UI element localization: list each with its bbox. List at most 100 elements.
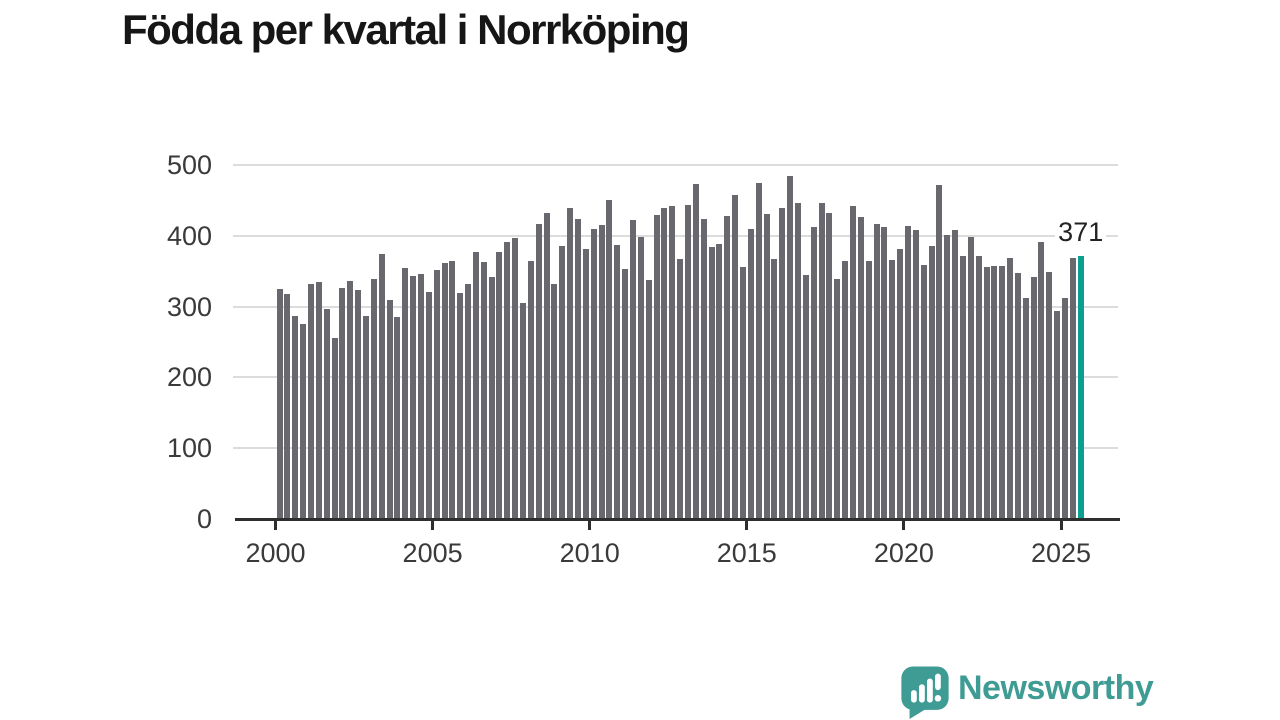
bar <box>983 267 990 519</box>
bar <box>606 199 613 519</box>
x-axis-tick <box>274 520 277 530</box>
bar <box>488 276 495 519</box>
bar <box>685 205 691 519</box>
bar <box>575 218 581 519</box>
bar <box>842 260 849 519</box>
bar <box>669 206 676 519</box>
bar <box>763 213 770 519</box>
bar <box>331 337 338 519</box>
bar <box>347 281 354 519</box>
bar <box>630 219 636 519</box>
bar <box>747 229 754 519</box>
bar <box>834 279 841 519</box>
bar <box>465 283 471 519</box>
bar <box>551 283 558 519</box>
highlighted-bar <box>1077 256 1084 519</box>
bar <box>1030 276 1037 519</box>
bar <box>661 208 668 519</box>
bar <box>959 256 966 519</box>
bar <box>1022 298 1029 519</box>
bar <box>559 246 566 519</box>
bar <box>818 203 825 519</box>
bar <box>802 274 809 519</box>
bar <box>904 225 911 519</box>
bar <box>1046 271 1053 519</box>
bar <box>598 225 605 519</box>
x-axis-tick-label: 2000 <box>245 538 306 568</box>
bar <box>787 176 794 519</box>
bar <box>881 226 888 519</box>
bar <box>378 253 385 519</box>
bar <box>307 283 314 519</box>
x-axis-tick <box>902 520 906 530</box>
bar <box>857 216 864 519</box>
y-axis-tick-label: 200 <box>166 362 212 393</box>
x-axis-tick-label: 2020 <box>873 538 934 568</box>
bar <box>362 315 369 519</box>
bar <box>700 218 707 519</box>
bar <box>315 281 322 519</box>
gridline <box>233 376 1118 379</box>
bar <box>441 263 448 519</box>
bar <box>394 317 401 519</box>
bar <box>323 308 330 519</box>
bar <box>520 303 526 519</box>
bar <box>1014 272 1021 519</box>
bar <box>402 267 409 519</box>
bar <box>590 228 597 519</box>
bar <box>527 261 534 519</box>
bar <box>794 203 801 519</box>
bar <box>433 269 440 519</box>
bar <box>724 216 731 519</box>
bar <box>779 208 786 519</box>
bar <box>504 242 511 519</box>
last-value-annotation: 371 <box>1021 217 1141 248</box>
bar <box>936 184 943 519</box>
bar <box>417 274 424 519</box>
x-axis-tick <box>745 520 749 530</box>
bar <box>284 293 291 519</box>
x-axis-tick <box>1059 520 1063 530</box>
x-axis-tick-label: 2010 <box>559 538 620 568</box>
gridline <box>233 305 1118 308</box>
x-axis-tick-label: 2005 <box>402 538 463 568</box>
bar <box>622 269 629 519</box>
bar <box>944 235 951 519</box>
x-axis-tick-label: 2025 <box>1030 538 1092 568</box>
bar <box>1069 257 1076 519</box>
bar <box>1062 298 1068 519</box>
bar <box>849 206 856 519</box>
bar <box>920 264 927 519</box>
x-axis-tick-label: 2015 <box>716 538 777 568</box>
bar <box>873 223 880 519</box>
bar <box>1007 257 1013 519</box>
bar <box>952 230 958 519</box>
x-axis-tick <box>588 520 592 530</box>
bar <box>967 237 974 519</box>
bar <box>512 237 519 519</box>
bar <box>810 226 817 519</box>
gridline <box>233 164 1118 166</box>
bar <box>677 258 684 519</box>
bar <box>535 223 542 519</box>
bar <box>897 249 903 519</box>
bar <box>339 287 346 519</box>
bar <box>708 247 715 519</box>
bar <box>645 280 652 519</box>
bar <box>582 248 589 519</box>
bar <box>1038 242 1045 519</box>
x-axis-tick <box>431 520 435 530</box>
bar <box>826 213 833 519</box>
bar <box>732 195 739 519</box>
bar <box>386 299 393 519</box>
bar <box>991 265 998 519</box>
bar <box>889 259 896 519</box>
bar <box>975 256 982 519</box>
bar <box>1054 310 1061 519</box>
bar <box>865 260 872 519</box>
bar <box>410 276 416 519</box>
y-axis-tick-label: 300 <box>166 291 212 322</box>
newsworthy-wordmark: Newsworthy <box>958 669 1154 707</box>
y-axis-tick-label: 100 <box>166 433 212 464</box>
bar <box>276 288 283 519</box>
